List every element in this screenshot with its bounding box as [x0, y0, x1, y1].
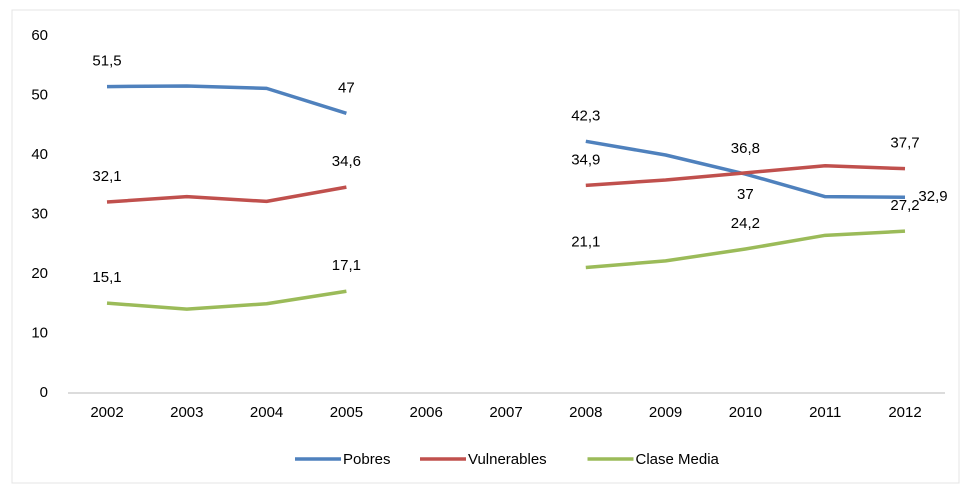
series-line	[106, 163, 906, 204]
data-label: 24,2	[731, 215, 760, 232]
data-label: 34,6	[332, 153, 361, 170]
x-tick-label: 2005	[330, 404, 363, 421]
data-label: 42,3	[571, 107, 600, 124]
data-label: 51,5	[92, 53, 121, 70]
data-label: 37	[737, 186, 754, 203]
y-tick-label: 20	[31, 265, 48, 282]
data-label: 15,1	[92, 269, 121, 286]
x-tick-label: 2004	[250, 404, 283, 421]
data-label: 17,1	[332, 257, 361, 274]
y-tick-label: 10	[31, 324, 48, 341]
x-tick-label: 2007	[489, 404, 522, 421]
data-label: 47	[338, 79, 355, 96]
data-label: 34,9	[571, 151, 600, 168]
x-tick-label: 2008	[569, 404, 602, 421]
data-label: 27,2	[890, 197, 919, 214]
legend-label: Clase Media	[636, 451, 720, 468]
data-label: 36,8	[731, 140, 760, 157]
data-label: 21,1	[571, 233, 600, 250]
series-line	[106, 84, 906, 199]
y-tick-label: 50	[31, 86, 48, 103]
x-tick-label: 2010	[729, 404, 762, 421]
x-tick-label: 2002	[90, 404, 123, 421]
data-label: 37,7	[890, 135, 919, 152]
legend-label: Pobres	[343, 451, 391, 468]
frame	[11, 9, 960, 484]
y-tick-label: 0	[40, 384, 48, 401]
legend-label: Vulnerables	[468, 451, 547, 468]
x-tick-label: 2006	[410, 404, 443, 421]
x-tick-label: 2012	[888, 404, 921, 421]
data-label: 32,9	[918, 188, 947, 205]
x-tick-label: 2011	[809, 404, 841, 421]
series-line	[106, 229, 906, 311]
y-tick-label: 40	[31, 146, 48, 163]
y-tick-label: 30	[31, 205, 48, 222]
y-tick-label: 60	[31, 27, 48, 44]
data-label: 32,1	[92, 168, 121, 185]
x-tick-label: 2003	[170, 404, 203, 421]
x-tick-label: 2009	[649, 404, 682, 421]
